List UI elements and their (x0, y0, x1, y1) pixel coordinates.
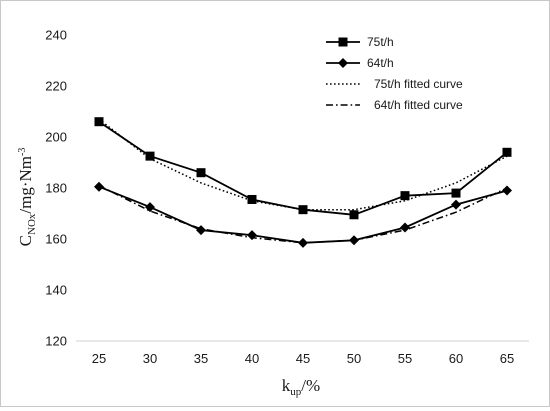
diamond-marker (349, 235, 359, 246)
diamond-marker (451, 199, 461, 210)
series-layer (94, 117, 512, 248)
diamond-marker (94, 181, 104, 192)
legend-item: 75t/h fitted curve (326, 77, 463, 91)
y-axis-title: CNOx/mg·Nm-3 (16, 148, 38, 247)
legend-label: 64t/h (367, 56, 394, 70)
series-line (98, 184, 508, 244)
square-marker (502, 147, 512, 157)
square-marker (196, 168, 206, 178)
x-tick-label: 60 (449, 351, 463, 366)
legend-item: 75t/h (326, 35, 394, 49)
diamond-marker (247, 230, 257, 241)
x-tick-label: 55 (398, 351, 412, 366)
series-line (98, 118, 508, 211)
x-tick-label: 35 (194, 351, 208, 366)
series-75t-h (94, 117, 512, 220)
x-tick-label: 25 (92, 351, 106, 366)
y-tick-label: 220 (45, 79, 67, 94)
y-tick-label: 140 (45, 283, 67, 298)
series-64t-h (94, 181, 512, 248)
square-marker (400, 191, 410, 201)
x-tick-label: 45 (296, 351, 310, 366)
square-marker (298, 205, 308, 215)
y-tick-label: 120 (45, 334, 67, 349)
legend: 75t/h 64t/h 75t/h fitted curve 64t/h fitted… (326, 35, 463, 112)
diamond-marker (400, 222, 410, 233)
series-line (98, 120, 508, 216)
series-line (98, 185, 508, 244)
diamond-marker (196, 225, 206, 236)
square-marker (145, 151, 155, 161)
legend-item: 64t/h fitted curve (326, 98, 463, 112)
legend-item: 64t/h (326, 56, 394, 70)
y-tick-label: 200 (45, 130, 67, 145)
y-tick-label: 160 (45, 232, 67, 247)
legend-label: 75t/h (367, 35, 394, 49)
y-tick-label: 180 (45, 181, 67, 196)
y-tick-label: 240 (45, 28, 67, 43)
diamond-marker (338, 58, 348, 68)
x-axis-title: kup/% (282, 376, 320, 398)
square-marker (247, 194, 257, 204)
square-marker (349, 210, 359, 220)
square-marker (451, 188, 461, 198)
legend-label: 64t/h fitted curve (374, 98, 463, 112)
x-tick-label: 65 (500, 351, 514, 366)
diamond-marker (298, 237, 308, 248)
square-marker (338, 37, 348, 47)
axes: 120 140 160 180 200 220 240 25 30 35 40 45 50 55 60 65 (45, 28, 529, 366)
series-75t-h-fitted-curve (98, 118, 508, 211)
legend-label: 75t/h fitted curve (374, 77, 463, 91)
diamond-marker (502, 185, 512, 196)
square-marker (94, 117, 104, 127)
series-64t-h-fitted-curve (98, 184, 508, 244)
x-tick-label: 40 (245, 351, 259, 366)
diamond-marker (145, 202, 155, 213)
x-tick-label: 30 (143, 351, 157, 366)
x-tick-label: 50 (347, 351, 361, 366)
